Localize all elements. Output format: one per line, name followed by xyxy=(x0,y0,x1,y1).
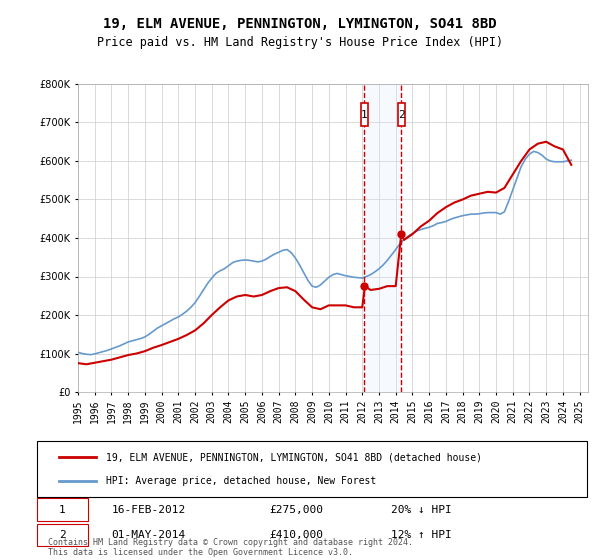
Text: £275,000: £275,000 xyxy=(270,505,324,515)
Text: 2: 2 xyxy=(59,530,65,540)
Text: £410,000: £410,000 xyxy=(270,530,324,540)
FancyBboxPatch shape xyxy=(398,103,405,127)
FancyBboxPatch shape xyxy=(37,524,88,546)
Text: 12% ↑ HPI: 12% ↑ HPI xyxy=(391,530,452,540)
FancyBboxPatch shape xyxy=(37,498,88,521)
Text: 16-FEB-2012: 16-FEB-2012 xyxy=(112,505,185,515)
Bar xyxy=(364,84,401,392)
FancyBboxPatch shape xyxy=(361,103,368,127)
Text: 1: 1 xyxy=(59,505,65,515)
Text: 20% ↓ HPI: 20% ↓ HPI xyxy=(391,505,452,515)
Text: 01-MAY-2014: 01-MAY-2014 xyxy=(112,530,185,540)
FancyBboxPatch shape xyxy=(37,441,587,497)
Text: 1: 1 xyxy=(361,110,368,120)
Text: HPI: Average price, detached house, New Forest: HPI: Average price, detached house, New … xyxy=(106,475,376,486)
Text: Price paid vs. HM Land Registry's House Price Index (HPI): Price paid vs. HM Land Registry's House … xyxy=(97,36,503,49)
Text: 19, ELM AVENUE, PENNINGTON, LYMINGTON, SO41 8BD (detached house): 19, ELM AVENUE, PENNINGTON, LYMINGTON, S… xyxy=(106,452,482,463)
Text: 2: 2 xyxy=(398,110,404,120)
Text: Contains HM Land Registry data © Crown copyright and database right 2024.
This d: Contains HM Land Registry data © Crown c… xyxy=(48,538,413,557)
Text: 19, ELM AVENUE, PENNINGTON, LYMINGTON, SO41 8BD: 19, ELM AVENUE, PENNINGTON, LYMINGTON, S… xyxy=(103,17,497,31)
